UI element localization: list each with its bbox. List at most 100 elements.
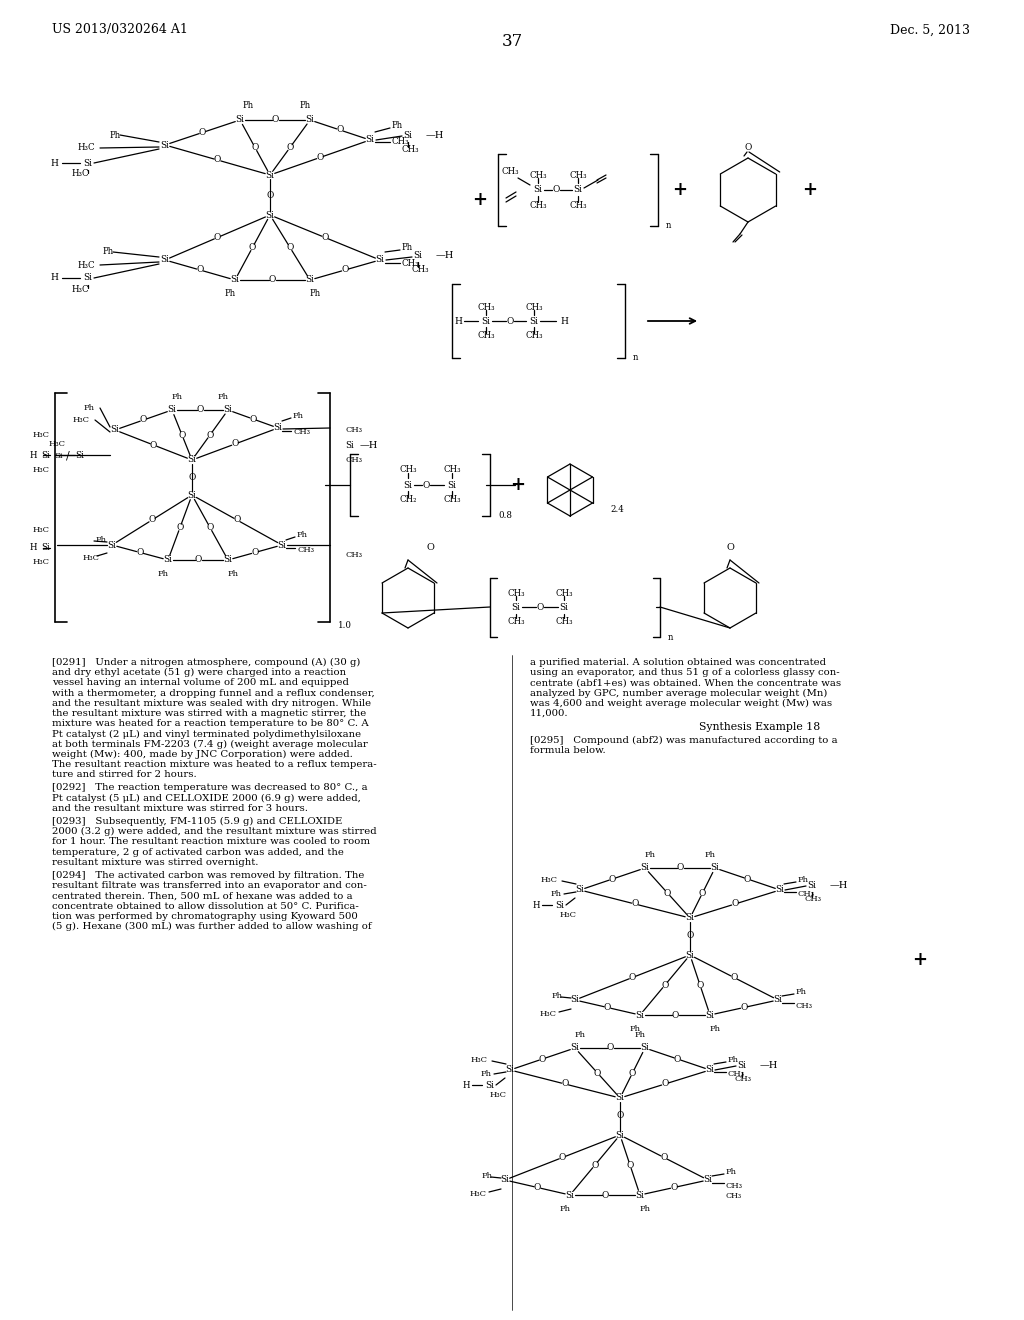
Text: Si: Si [808,882,816,891]
Text: Ph: Ph [293,412,304,420]
Text: Si: Si [706,1011,715,1019]
Text: Ph: Ph [102,248,114,256]
Text: resultant filtrate was transferred into an evaporator and con-: resultant filtrate was transferred into … [52,882,367,890]
Text: Ph: Ph [227,570,239,578]
Text: a purified material. A solution obtained was concentrated: a purified material. A solution obtained… [530,657,826,667]
Text: +: + [511,477,525,494]
Text: Si: Si [414,252,423,260]
Text: O: O [233,516,241,524]
Text: Si: Si [187,455,197,465]
Text: O: O [671,1183,678,1192]
Text: Si: Si [54,451,63,459]
Text: Si: Si [512,602,520,611]
Text: O: O [632,899,639,908]
Text: O: O [676,863,684,873]
Text: Si: Si [265,210,274,219]
Text: (5 g). Hexane (300 mL) was further added to allow washing of: (5 g). Hexane (300 mL) was further added… [52,921,372,931]
Text: O: O [698,888,707,898]
Text: Si: Si [305,116,314,124]
Text: Si: Si [775,886,784,895]
Text: H₃C: H₃C [33,432,50,440]
Text: CH₃: CH₃ [569,170,587,180]
Text: H₃C: H₃C [33,558,50,566]
Text: Si: Si [164,556,172,565]
Text: Ph: Ph [309,289,321,298]
Text: O: O [601,1191,608,1200]
Text: H: H [532,900,540,909]
Text: CH₃: CH₃ [728,1071,745,1078]
Text: +: + [472,191,487,209]
Text: H₃C: H₃C [72,169,90,178]
Text: O: O [251,548,259,557]
Text: Ph: Ph [297,531,308,539]
Text: O: O [178,430,185,440]
Text: O: O [140,416,147,425]
Text: O: O [744,144,752,153]
Text: [0292]   The reaction temperature was decreased to 80° C., a: [0292] The reaction temperature was decr… [52,783,368,792]
Text: CH₃: CH₃ [525,331,543,341]
Text: n: n [666,222,672,231]
Text: Si: Si [223,405,232,414]
Text: +: + [912,950,928,969]
Text: Si: Si [76,450,85,459]
Text: CH₂: CH₂ [399,495,417,504]
Text: Ph: Ph [644,851,655,859]
Text: H₃C: H₃C [470,1191,487,1199]
Text: Si: Si [485,1081,495,1089]
Text: O: O [559,1152,566,1162]
Text: CH₃: CH₃ [392,137,410,147]
Text: Dec. 5, 2013: Dec. 5, 2013 [890,24,970,37]
Text: CH₃: CH₃ [401,144,419,153]
Text: Si: Si [529,317,539,326]
Text: H: H [50,158,58,168]
Text: Synthesis Example 18: Synthesis Example 18 [699,722,820,733]
Text: H₃C: H₃C [78,144,95,153]
Text: centrated therein. Then, 500 mL of hexane was added to a: centrated therein. Then, 500 mL of hexan… [52,891,352,900]
Text: O: O [664,888,671,898]
Text: H₃C: H₃C [73,416,90,424]
Text: O: O [730,973,737,982]
Text: O: O [731,899,738,908]
Text: O: O [594,1068,601,1077]
Text: Si: Si [223,556,232,565]
Text: O: O [726,544,734,553]
Text: O: O [740,1003,748,1012]
Text: CH₃: CH₃ [402,260,420,268]
Text: H₃C: H₃C [471,1056,488,1064]
Text: Ph: Ph [630,1026,640,1034]
Text: [0291]   Under a nitrogen atmosphere, compound (A) (30 g): [0291] Under a nitrogen atmosphere, comp… [52,657,360,667]
Text: O: O [336,125,344,135]
Text: O: O [616,1111,624,1121]
Text: O: O [552,186,560,194]
Text: Ph: Ph [552,993,563,1001]
Text: O: O [662,981,669,990]
Text: CH₃: CH₃ [477,331,495,341]
Text: O: O [534,1183,542,1192]
Text: at both terminals FM-2203 (7.4 g) (weight average molecular: at both terminals FM-2203 (7.4 g) (weigh… [52,739,368,748]
Text: O: O [231,440,239,449]
Text: O: O [743,874,752,883]
Text: O: O [206,523,214,532]
Text: H₃C: H₃C [489,1092,507,1100]
Text: n: n [668,632,674,642]
Text: Ph: Ph [559,1205,570,1213]
Text: Si: Si [559,602,568,611]
Text: Si: Si [41,544,50,553]
Text: the resultant mixture was stirred with a magnetic stirrer, the: the resultant mixture was stirred with a… [52,709,367,718]
Text: Si: Si [161,140,170,149]
Text: 11,000.: 11,000. [530,709,568,718]
Text: H₃C: H₃C [83,554,100,562]
Text: Si: Si [615,1130,625,1139]
Text: CH₃: CH₃ [443,466,461,474]
Text: concentrate obtained to allow dissolution at 50° C. Purifica-: concentrate obtained to allow dissolutio… [52,902,358,911]
Text: O: O [629,973,636,982]
Text: H₃C: H₃C [72,285,90,293]
Text: using an evaporator, and thus 51 g of a colorless glassy con-: using an evaporator, and thus 51 g of a … [530,668,840,677]
Text: O: O [271,116,279,124]
Text: Ph: Ph [84,404,95,412]
Text: H₃C: H₃C [559,911,577,919]
Text: Si: Si [640,1044,649,1052]
Text: CH₃: CH₃ [726,1181,743,1191]
Text: O: O [660,1152,668,1162]
Text: O: O [561,1080,568,1089]
